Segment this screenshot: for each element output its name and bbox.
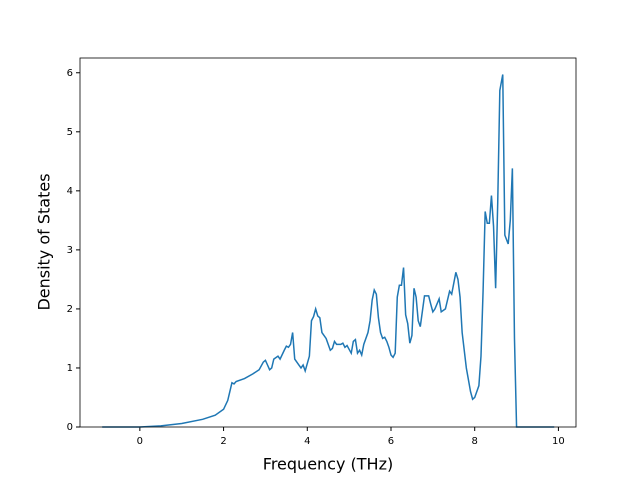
y-tick-label: 2 <box>67 304 73 315</box>
y-tick-label: 1 <box>67 363 73 374</box>
x-tick-label: 10 <box>552 436 565 447</box>
x-tick-label: 4 <box>304 436 310 447</box>
y-tick-label: 4 <box>67 186 73 197</box>
y-tick-label: 5 <box>67 127 73 138</box>
x-tick-label: 8 <box>472 436 478 447</box>
y-axis-label: Density of States <box>35 173 54 310</box>
plot-frame <box>79 57 577 428</box>
y-tick-label: 6 <box>67 68 73 79</box>
x-tick-label: 0 <box>137 436 143 447</box>
y-tick-label: 0 <box>67 422 73 433</box>
y-tick-label: 3 <box>67 245 73 256</box>
line <box>102 74 555 428</box>
x-tick-label: 2 <box>220 436 226 447</box>
x-axis-label: Frequency (THz) <box>263 455 393 474</box>
x-tick-label: 6 <box>388 436 394 447</box>
